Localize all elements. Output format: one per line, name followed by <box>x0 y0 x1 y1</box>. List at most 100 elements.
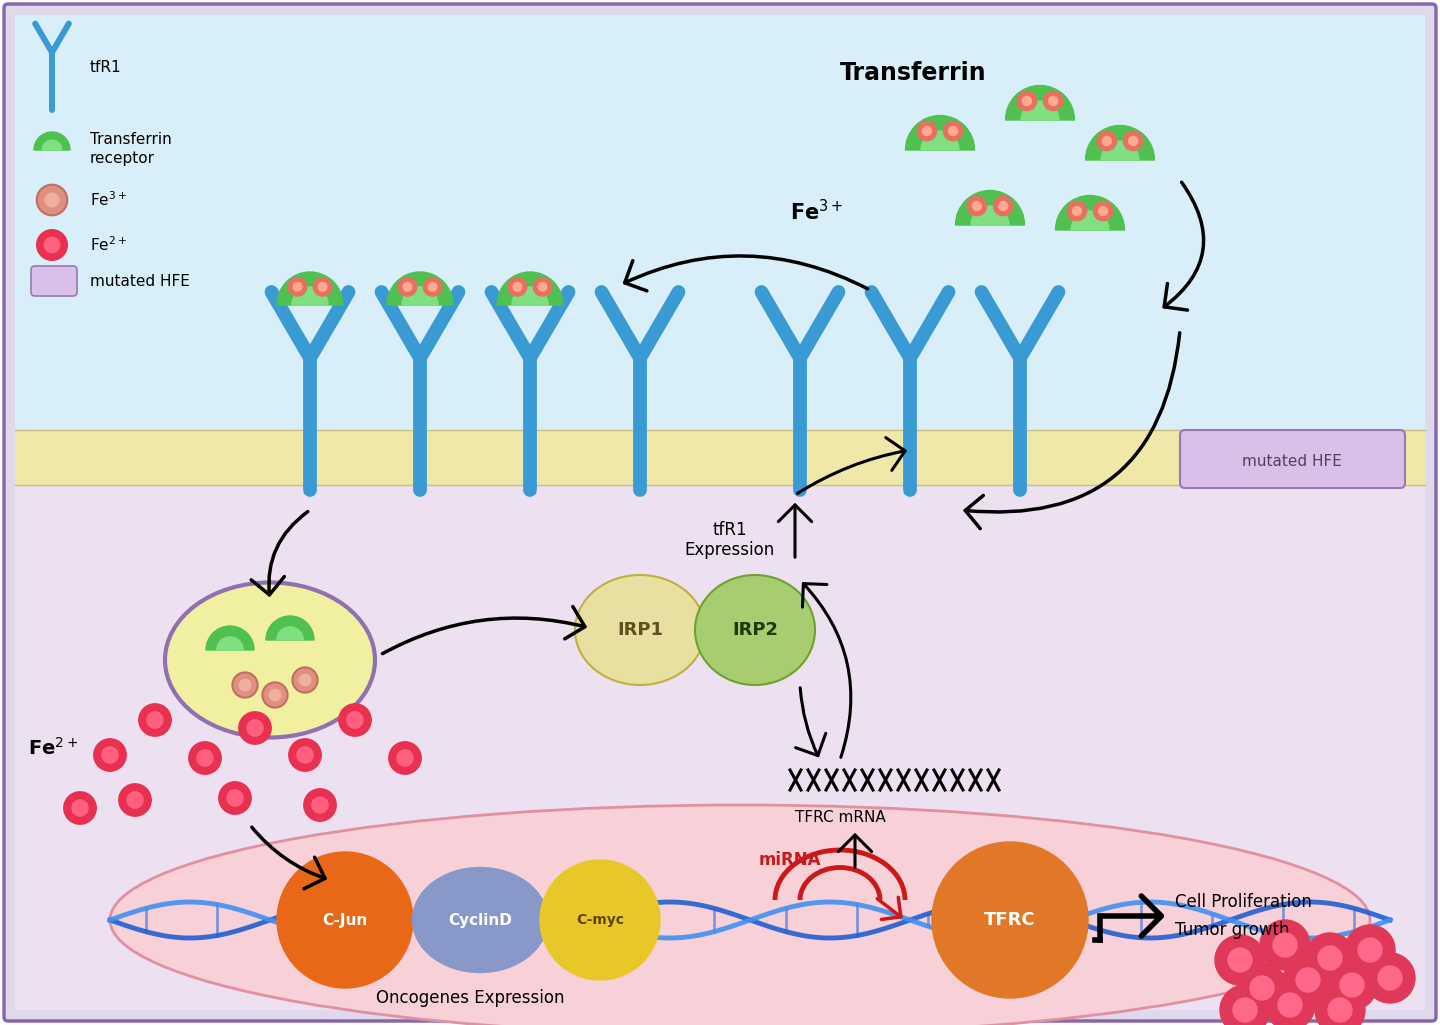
Circle shape <box>314 278 331 296</box>
Circle shape <box>36 230 68 260</box>
Circle shape <box>923 126 932 135</box>
Text: tfR1: tfR1 <box>713 521 747 539</box>
Wedge shape <box>387 272 454 305</box>
Wedge shape <box>497 272 563 305</box>
FancyBboxPatch shape <box>1179 430 1405 488</box>
Wedge shape <box>922 131 959 150</box>
Circle shape <box>239 680 251 691</box>
Circle shape <box>539 283 547 291</box>
Wedge shape <box>35 132 71 150</box>
Circle shape <box>1123 131 1143 151</box>
Circle shape <box>262 683 288 707</box>
Text: IRP2: IRP2 <box>732 621 778 639</box>
Circle shape <box>1273 933 1297 957</box>
Circle shape <box>292 667 318 693</box>
Circle shape <box>1250 976 1274 1000</box>
Circle shape <box>1341 973 1364 997</box>
Circle shape <box>102 747 118 763</box>
Circle shape <box>399 278 416 296</box>
Circle shape <box>1022 96 1031 106</box>
Text: IRP1: IRP1 <box>616 621 662 639</box>
Circle shape <box>1328 960 1377 1010</box>
Circle shape <box>403 283 412 291</box>
Circle shape <box>1073 207 1081 215</box>
Wedge shape <box>266 616 314 640</box>
Circle shape <box>300 674 311 686</box>
Wedge shape <box>276 627 304 640</box>
Circle shape <box>1315 985 1365 1025</box>
Ellipse shape <box>109 805 1369 1025</box>
Wedge shape <box>206 626 253 650</box>
Circle shape <box>219 782 251 814</box>
Circle shape <box>968 197 986 215</box>
Circle shape <box>1279 993 1302 1017</box>
Text: Oncogenes Expression: Oncogenes Expression <box>376 989 564 1007</box>
Circle shape <box>389 742 420 774</box>
Circle shape <box>1093 201 1113 220</box>
Circle shape <box>304 789 336 821</box>
Circle shape <box>397 750 413 766</box>
Circle shape <box>276 852 413 988</box>
Circle shape <box>513 283 521 291</box>
Circle shape <box>338 704 372 736</box>
Circle shape <box>36 184 68 215</box>
Circle shape <box>228 790 243 806</box>
Ellipse shape <box>575 575 706 685</box>
Circle shape <box>994 197 1012 215</box>
Circle shape <box>428 283 436 291</box>
Circle shape <box>972 202 982 210</box>
Circle shape <box>1067 201 1087 220</box>
Circle shape <box>1017 91 1037 111</box>
Wedge shape <box>1086 125 1155 160</box>
Circle shape <box>312 796 328 813</box>
Wedge shape <box>292 287 328 305</box>
Wedge shape <box>971 206 1009 226</box>
Text: Tumor growth: Tumor growth <box>1175 921 1289 939</box>
Circle shape <box>269 690 281 701</box>
Circle shape <box>232 672 258 698</box>
Circle shape <box>1260 920 1310 970</box>
Circle shape <box>1103 136 1112 146</box>
Circle shape <box>1378 966 1403 990</box>
Circle shape <box>94 739 127 771</box>
Circle shape <box>917 121 936 140</box>
Circle shape <box>189 742 222 774</box>
Circle shape <box>45 193 59 207</box>
Circle shape <box>1044 91 1063 111</box>
Circle shape <box>1264 980 1315 1025</box>
FancyBboxPatch shape <box>32 266 76 296</box>
Bar <box>14 15 1426 430</box>
Circle shape <box>147 712 163 728</box>
Circle shape <box>540 860 660 980</box>
Circle shape <box>533 278 552 296</box>
Text: C-Jun: C-Jun <box>323 912 367 928</box>
Wedge shape <box>1021 101 1058 120</box>
Circle shape <box>1283 955 1333 1004</box>
Ellipse shape <box>412 867 547 973</box>
Text: tfR1: tfR1 <box>89 60 121 76</box>
Text: TFRC mRNA: TFRC mRNA <box>795 810 886 825</box>
Circle shape <box>1345 925 1395 975</box>
Bar <box>14 480 1426 1010</box>
Circle shape <box>1296 968 1320 992</box>
Circle shape <box>508 278 527 296</box>
Circle shape <box>1237 964 1287 1013</box>
Circle shape <box>297 747 312 763</box>
Circle shape <box>1048 96 1057 106</box>
Circle shape <box>1099 207 1107 215</box>
Text: Fe$^{3+}$: Fe$^{3+}$ <box>791 199 844 224</box>
Circle shape <box>197 750 213 766</box>
Circle shape <box>1220 985 1270 1025</box>
Circle shape <box>246 720 264 736</box>
Text: Expression: Expression <box>685 541 775 559</box>
Text: Fe$^{3+}$: Fe$^{3+}$ <box>89 191 127 209</box>
Text: receptor: receptor <box>89 151 156 165</box>
Text: Cell Proliferation: Cell Proliferation <box>1175 893 1312 911</box>
Circle shape <box>127 792 143 808</box>
Circle shape <box>294 283 302 291</box>
Circle shape <box>1365 953 1416 1003</box>
Bar <box>14 430 1426 485</box>
Wedge shape <box>1102 141 1139 160</box>
Circle shape <box>943 121 963 140</box>
Wedge shape <box>402 287 438 305</box>
